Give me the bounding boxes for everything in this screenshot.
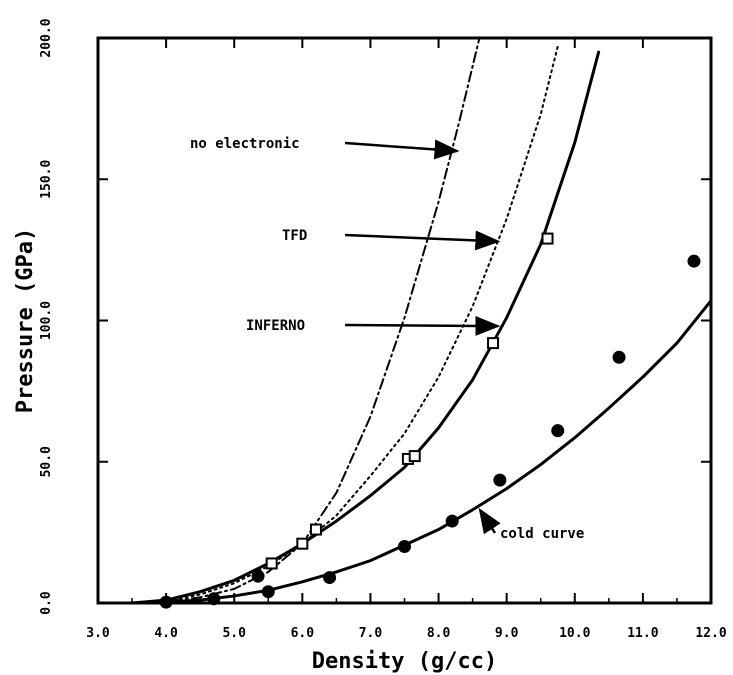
x-tick-label: 4.0 [154, 626, 178, 641]
x-tick-label: 10.0 [559, 626, 590, 641]
annotation-arrow-cold-curve [478, 507, 501, 535]
x-tick-label: 6.0 [291, 626, 315, 641]
marker-inferno [541, 232, 554, 245]
x-tick-label: 7.0 [359, 626, 383, 641]
marker-inferno [487, 337, 500, 350]
y-tick-label: 50.0 [39, 446, 54, 477]
curves [130, 37, 713, 605]
curve-no-electronic [131, 37, 481, 604]
marker-cold-curve [493, 473, 507, 487]
marker-inferno [296, 537, 309, 550]
annotation-label-tfd: TFD [282, 228, 307, 244]
y-tick-label: 100.0 [39, 301, 54, 340]
marker-cold-curve [445, 514, 459, 528]
curve-tfd [131, 45, 559, 604]
y-tick-label: 200.0 [39, 18, 54, 57]
marker-cold-curve [251, 569, 265, 583]
x-axis-title: Density (g/cc) [312, 649, 497, 674]
y-tick-labels: 0.0 50.0 100.0 150.0 200.0 [39, 18, 54, 614]
annotations: no electronic TFD INFERNO cold curve [190, 136, 584, 542]
marker-inferno [265, 557, 278, 570]
annotation-label-no-electronic: no electronic [190, 136, 300, 152]
marker-inferno [408, 450, 421, 463]
marker-cold-curve [261, 585, 275, 599]
data-markers [159, 232, 701, 609]
x-tick-label: 5.0 [222, 626, 246, 641]
marker-cold-curve [551, 424, 565, 438]
marker-cold-curve [323, 571, 337, 585]
marker-cold-curve [687, 254, 701, 268]
x-tick-label: 11.0 [627, 626, 658, 641]
annotation-arrow-inferno [344, 315, 501, 336]
x-tick-label: 9.0 [495, 626, 519, 641]
marker-inferno [309, 523, 322, 536]
x-tick-label: 12.0 [695, 626, 726, 641]
y-tick-label: 0.0 [39, 591, 54, 615]
annotation-arrow-no-electronic [344, 139, 460, 160]
curve-cold-curve [130, 299, 713, 605]
y-axis-title: Pressure (GPa) [13, 228, 38, 413]
annotation-arrow-tfd [344, 230, 501, 251]
curve-inferno [130, 50, 601, 605]
x-tick-label: 8.0 [427, 626, 451, 641]
axis-ticks [97, 37, 712, 604]
y-tick-label: 150.0 [39, 160, 54, 199]
annotation-label-inferno: INFERNO [246, 318, 305, 334]
x-tick-labels: 3.0 4.0 5.0 6.0 7.0 8.0 9.0 10.0 11.0 12.0 [86, 626, 727, 641]
marker-cold-curve [612, 350, 626, 364]
plot-frame [96, 36, 713, 605]
marker-cold-curve [398, 540, 411, 553]
x-tick-label: 3.0 [86, 626, 110, 641]
annotation-label-cold-curve: cold curve [500, 526, 584, 542]
